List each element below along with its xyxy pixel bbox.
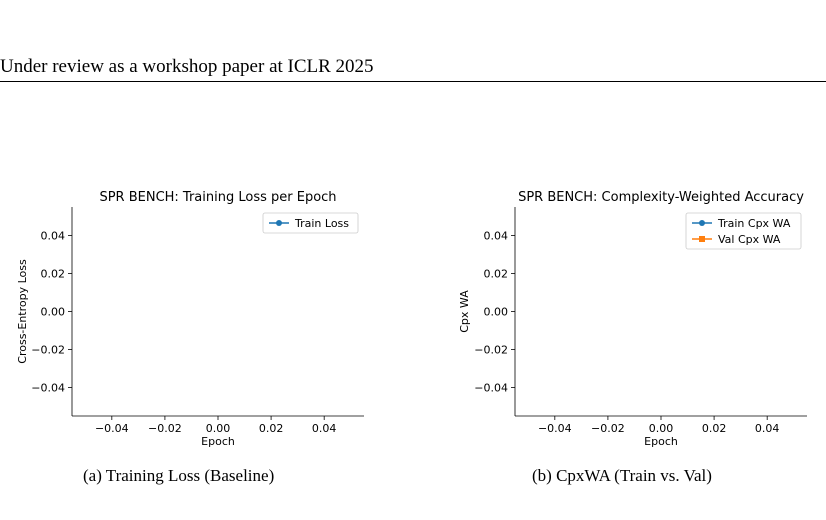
chartb-legend-label: Val Cpx WA xyxy=(718,233,781,246)
header-rule xyxy=(0,81,826,82)
charta-y-tick-label: 0.02 xyxy=(41,268,66,281)
caption-b: (b) CpxWA (Train vs. Val) xyxy=(532,466,712,485)
charta-y-tick-label: 0.04 xyxy=(41,230,66,243)
chartb-x-tick-label: 0.00 xyxy=(649,422,674,435)
chartb-x-tick-label: −0.04 xyxy=(538,422,572,435)
chartb-legend-label: Train Cpx WA xyxy=(717,217,791,230)
chartb-x-tick-label: −0.02 xyxy=(591,422,625,435)
charta-legend-label: Train Loss xyxy=(294,217,349,230)
chartb-y-tick-label: 0.04 xyxy=(484,230,509,243)
chartb-y-tick-label: 0.00 xyxy=(484,306,509,319)
charta-y-tick-label: 0.00 xyxy=(41,306,66,319)
chartb-x-tick-label: 0.04 xyxy=(755,422,780,435)
charta-x-tick-label: −0.04 xyxy=(95,422,129,435)
charta-y-tick-label: −0.04 xyxy=(31,382,65,395)
caption-a: (a) Training Loss (Baseline) xyxy=(83,466,275,485)
charta-x-tick-label: −0.02 xyxy=(148,422,182,435)
chartb-title: SPR BENCH: Complexity-Weighted Accuracy xyxy=(518,190,804,205)
chartb-y-tick-label: −0.04 xyxy=(474,382,508,395)
charta-legend-swatch-marker xyxy=(276,220,282,226)
chartb-y-tick-label: 0.02 xyxy=(484,268,509,281)
charta-x-axis-label: Epoch xyxy=(201,435,235,448)
chartb-legend-box xyxy=(685,212,802,250)
charta-y-axis-label: Cross-Entropy Loss xyxy=(16,259,29,364)
charta-x-tick-label: 0.00 xyxy=(206,422,231,435)
charta-legend-box xyxy=(262,212,359,234)
chartb-y-tick-label: −0.02 xyxy=(474,344,508,357)
running-header: Under review as a workshop paper at ICLR… xyxy=(0,56,374,77)
charta-x-tick-label: 0.02 xyxy=(259,422,284,435)
chartb-x-tick-label: 0.02 xyxy=(702,422,727,435)
charta-title: SPR BENCH: Training Loss per Epoch xyxy=(99,190,336,205)
chartb-x-axis-label: Epoch xyxy=(644,435,678,448)
chartb-legend-swatch-marker xyxy=(699,220,705,226)
charta-x-tick-label: 0.04 xyxy=(312,422,337,435)
chartb-y-axis-label: Cpx WA xyxy=(458,290,471,333)
chartb-legend-swatch-marker xyxy=(699,236,705,242)
charta-y-tick-label: −0.02 xyxy=(31,344,65,357)
